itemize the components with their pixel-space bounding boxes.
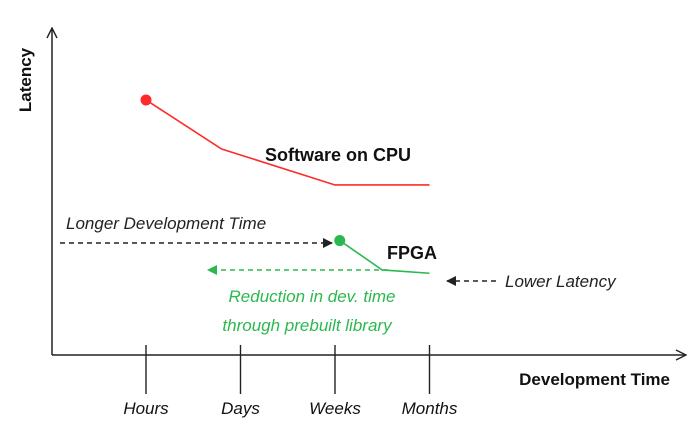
series-line-cpu xyxy=(145,99,430,186)
series-line-fpga xyxy=(339,239,430,275)
x-tick-label-hours: Hours xyxy=(123,399,169,418)
x-axis-title: Development Time xyxy=(519,370,670,389)
series-layer xyxy=(140,94,430,275)
lower-latency-annotation: Lower Latency xyxy=(505,272,617,291)
reduction-annotation-line1: Reduction in dev. time xyxy=(229,287,396,306)
series-start-point-fpga xyxy=(334,235,346,247)
x-ticks: Hours Days Weeks Months xyxy=(123,345,458,418)
longer-dev-time-annotation: Longer Development Time xyxy=(66,214,266,233)
reduction-annotation-line2: through prebuilt library xyxy=(222,316,393,335)
x-tick-label-days: Days xyxy=(221,399,260,418)
y-axis-title: Latency xyxy=(16,47,35,112)
fpga-series-label: FPGA xyxy=(387,243,437,263)
cpu-series-label: Software on CPU xyxy=(265,145,411,165)
x-tick-label-months: Months xyxy=(402,399,458,418)
x-tick-label-weeks: Weeks xyxy=(309,399,361,418)
series-start-point-cpu xyxy=(140,94,152,106)
